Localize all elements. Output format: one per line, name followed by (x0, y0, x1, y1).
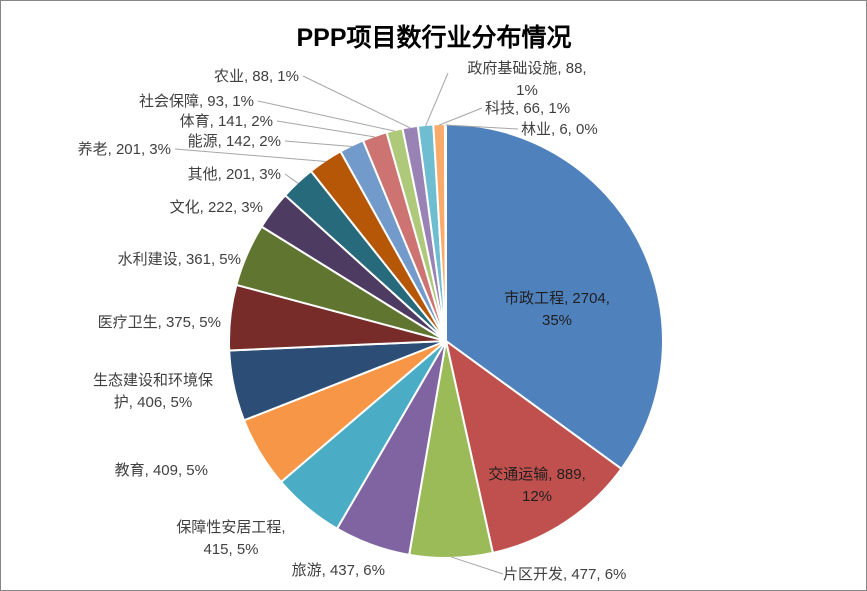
leader-line (438, 107, 483, 126)
pie-slices (228, 122, 664, 559)
data-label: 能源, 142, 2% (188, 133, 281, 150)
leader-line (174, 148, 326, 162)
leader-line (284, 173, 299, 184)
data-label: 文化, 222, 3% (170, 199, 263, 216)
leader-line (276, 120, 376, 138)
data-label: 科技, 66, 1% (485, 100, 570, 117)
data-label: 市政工程, 2704, 35% (504, 290, 610, 329)
data-label: 社会保障, 93, 1% (139, 92, 254, 110)
data-label: 旅游, 437, 6% (292, 562, 385, 579)
data-labels: 市政工程, 2704, 35% 交通运输, 889, 12% 片区开发, 477, 6%… (78, 60, 627, 583)
data-label: 交通运输, 889, 12% (488, 465, 586, 505)
pie-slice (444, 338, 623, 555)
pie-slice (443, 122, 447, 342)
data-label: 片区开发, 477, 6% (503, 566, 626, 583)
pie-slice (445, 122, 664, 471)
leader-lines (174, 72, 519, 575)
leader-line (302, 75, 411, 129)
data-label: 教育, 409, 5% (115, 462, 208, 479)
leader-line (450, 556, 504, 575)
data-label: 农业, 88, 1% (214, 68, 299, 85)
data-label: 医疗卫生, 375, 5% (98, 314, 221, 331)
leader-line (425, 72, 449, 127)
data-label: 政府基础设施, 88, 1% (467, 60, 586, 99)
leader-line (284, 140, 353, 148)
data-label: 水利建设, 361, 5% (118, 251, 241, 268)
data-label: 林业, 6, 0% (521, 121, 598, 138)
chart-title: PPP项目数行业分布情况 (296, 23, 571, 52)
data-label: 生态建设和环境保护, 406, 5% (93, 371, 213, 411)
data-label: 养老, 201, 3% (78, 141, 171, 158)
data-label: 体育, 141, 2% (180, 113, 273, 130)
leader-line (445, 124, 519, 130)
leader-line (257, 100, 395, 132)
data-label: 其他, 201, 3% (188, 166, 281, 183)
data-label: 保障性安居工程, 415, 5% (176, 518, 285, 558)
